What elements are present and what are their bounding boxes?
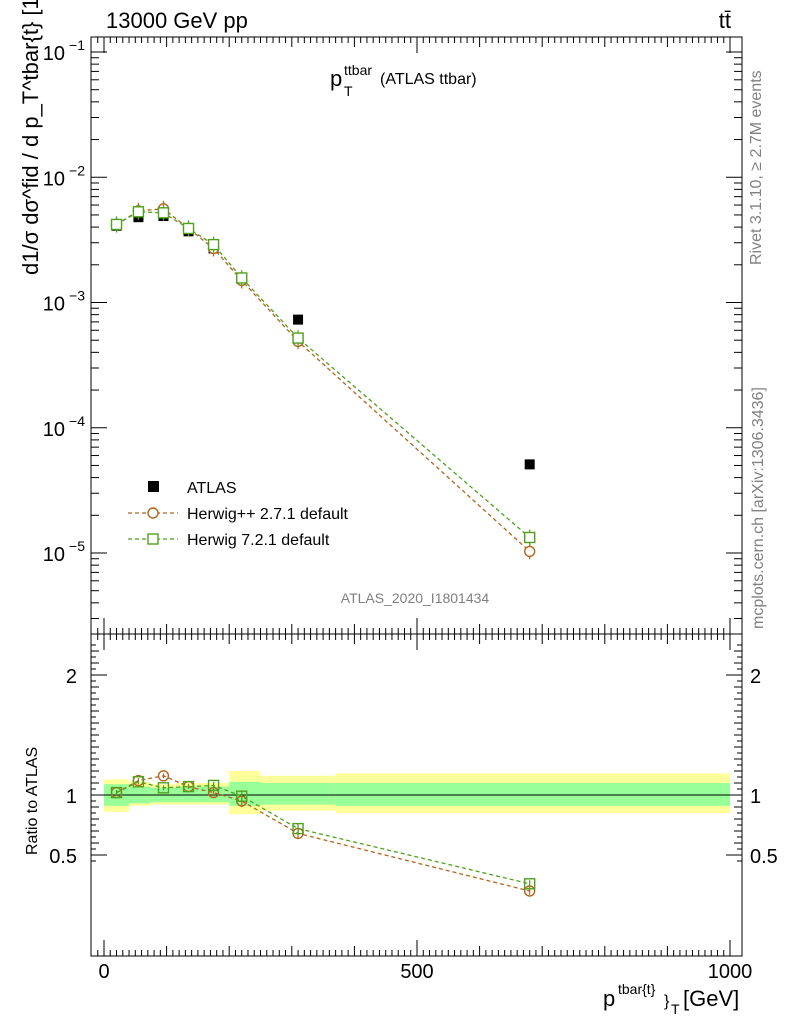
energy-label: 13000 GeV pp [106, 8, 248, 33]
ratio-line [116, 781, 530, 885]
source-label: mcplots.cern.ch [arXiv:1306.3436] [750, 387, 767, 629]
data-point [292, 332, 304, 344]
ratio-plot-frame [90, 633, 743, 957]
ratio-y-tick-label-right: 0.5 [750, 846, 778, 868]
ratio-point [207, 779, 220, 792]
series-line [116, 211, 531, 538]
ratio-plot: 0.5 0.5 1 1 2 2 0 500 1000 [49, 634, 778, 983]
x-label-unit: [GeV] [683, 986, 739, 1011]
x-tick-label: 1000 [708, 961, 753, 983]
plot-title-rest: (ATLAS ttbar) [380, 71, 477, 88]
uncertainty-band-inner [260, 783, 336, 805]
y-tick-label: 10 [43, 168, 65, 190]
series-line [116, 208, 531, 552]
legend-marker [147, 507, 159, 519]
plot-title-sup: ttbar [344, 62, 372, 78]
rivet-version-label: Rivet 3.1.10, ≥ 2.7M events [748, 70, 765, 265]
ratio-y-axis-label: Ratio to ATLAS [24, 747, 41, 855]
series-herwig7 [110, 203, 536, 546]
x-tick-label: 0 [98, 961, 109, 983]
ratio-point [132, 776, 145, 788]
legend-label: Herwig++ 2.7.1 default [187, 506, 349, 523]
y-tick-label: 10 [43, 419, 65, 441]
y-tick-label-exp: −5 [69, 538, 85, 554]
data-point [110, 218, 123, 231]
plot-title-sub: T [344, 83, 353, 99]
data-point [236, 272, 248, 284]
data-point [157, 207, 170, 219]
data-point [523, 531, 536, 544]
data-point [207, 238, 220, 251]
y-tick-label-exp: −4 [69, 413, 85, 429]
x-axis-label: p tbar{t} } T [GeV] [603, 981, 739, 1017]
x-label-sub-t: T [671, 1001, 680, 1017]
plot-title-main: p [330, 66, 342, 91]
uncertainty-band-inner [175, 786, 202, 803]
data-point [182, 222, 195, 235]
legend-marker [148, 481, 159, 492]
ratio-y-tick-label: 2 [66, 666, 77, 688]
y-tick-label-exp: −1 [69, 37, 85, 53]
y-tick-label-exp: −3 [69, 288, 85, 304]
uncertainty-band-inner [201, 786, 230, 803]
series-atlas [111, 211, 535, 470]
y-axis-label-text: d1/σ dσ^fid / d p_T^tbar{t} [1/GeV] [18, 0, 43, 275]
ratio-point [292, 822, 304, 835]
legend: ATLAS Herwig++ 2.7.1 default Herwig 7.2.1 … [128, 480, 349, 549]
analysis-watermark: ATLAS_2020_I1801434 [341, 590, 490, 606]
x-label-sup: tbar{t} [618, 981, 656, 997]
ratio-point [523, 878, 536, 890]
x-label-main: p [603, 986, 615, 1011]
legend-marker [147, 533, 159, 545]
uncertainty-band-inner [335, 783, 730, 806]
ratio-y-tick-label-right: 2 [750, 666, 761, 688]
data-point [132, 206, 145, 218]
ratio-point [182, 780, 195, 793]
x-tick-label: 500 [400, 961, 433, 983]
ratio-line [116, 775, 530, 892]
y-tick-label: 10 [43, 43, 65, 65]
ratio-point [157, 770, 170, 782]
ratio-series-herwig7 [110, 776, 536, 890]
legend-label: ATLAS [187, 480, 237, 497]
ratio-point [236, 790, 248, 802]
ratio-point [157, 782, 170, 794]
legend-label: Herwig 7.2.1 default [187, 532, 330, 549]
y-tick-label: 10 [43, 544, 65, 566]
data-point [523, 545, 536, 558]
ratio-content [91, 770, 742, 897]
ratio-point [110, 786, 123, 799]
process-label: tt̄ [719, 8, 731, 33]
y-tick-label: 10 [43, 294, 65, 316]
ratio-y-tick-label: 1 [66, 786, 77, 808]
ratio-y-tick-label: 0.5 [49, 846, 77, 868]
plot-title: p ttbar T (ATLAS ttbar) [330, 62, 477, 99]
ratio-y-tick-label-right: 1 [750, 786, 761, 808]
data-point [293, 314, 304, 325]
y-axis-label: d1/σ dσ^fid / d p_T^tbar{t} [1/GeV] [18, 0, 43, 275]
y-tick-label-exp: −2 [69, 162, 85, 178]
x-label-sub: } [664, 993, 670, 1010]
data-point [524, 459, 535, 470]
